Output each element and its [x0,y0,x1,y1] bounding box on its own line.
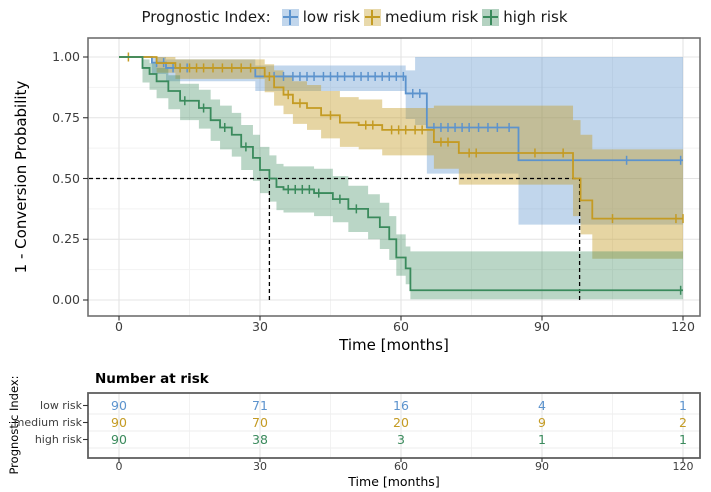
risk-count: 1 [679,431,687,447]
x-tick-label: 30 [252,319,268,334]
risk-count: 4 [538,397,546,413]
y-tick-label: 0.75 [52,109,80,125]
legend-label: high risk [503,8,568,26]
confidence-band-medium-risk [119,57,683,259]
risk-count: 20 [393,414,409,430]
y-tick-label: 0.00 [52,292,80,307]
y-tick-label: 0.50 [52,170,80,186]
legend-title: Prognostic Index: [141,8,271,26]
confidence-band-low-risk [119,57,683,225]
y-tick-label: 0.25 [52,231,80,247]
risk-count: 70 [252,414,268,430]
risk-count: 3 [397,431,405,447]
x-axis-title: Time [months] [339,336,449,354]
risk-count: 2 [679,414,687,430]
risk-row-label-low-risk: low risk [40,398,82,412]
legend-entry-medium-risk: medium risk [363,8,479,26]
x-tick-label: 60 [393,319,409,334]
risk-x-tick-label: 90 [535,460,549,473]
x-tick-label: 0 [115,319,123,334]
legend-entry-low-risk: low risk [281,8,360,26]
risk-x-tick-label: 30 [253,460,267,473]
risk-panel-border [87,392,701,459]
x-tick-label: 90 [534,319,550,334]
legend-key-plus-icon [482,8,500,26]
risk-row-label-medium-risk: medium risk [13,415,82,429]
risk-table-x-title: Time [months] [348,474,440,489]
risk-count: 90 [111,397,127,413]
risk-count: 38 [252,431,268,447]
legend: Prognostic Index: low risk medium risk hig… [0,3,711,31]
risk-count: 9 [538,414,546,430]
risk-count: 16 [393,397,409,413]
risk-count: 1 [538,431,546,447]
y-axis-title: 1 - Conversion Probability [12,80,30,274]
main-panel-border [87,37,701,317]
risk-row-label-high-risk: high risk [34,432,82,446]
risk-x-tick-label: 120 [672,460,694,473]
survival-curve-high-risk [119,56,683,292]
risk-count: 90 [111,414,127,430]
legend-key-plus-icon [281,8,299,26]
legend-label: medium risk [384,8,479,26]
risk-count: 90 [111,431,127,447]
risk-count: 71 [252,397,268,413]
risk-x-tick-label: 60 [394,460,408,473]
legend-entry-high-risk: high risk [482,8,568,26]
risk-x-tick-label: 0 [115,460,123,473]
legend-label: low risk [302,8,360,26]
risk-table-title: Number at risk [95,371,209,387]
legend-key-plus-icon [363,8,381,26]
confidence-band-high-risk [119,57,683,300]
risk-count: 1 [679,397,687,413]
y-tick-label: 1.00 [52,49,80,64]
legend-entries: low risk medium risk high risk [280,8,570,26]
x-tick-label: 120 [671,319,695,334]
